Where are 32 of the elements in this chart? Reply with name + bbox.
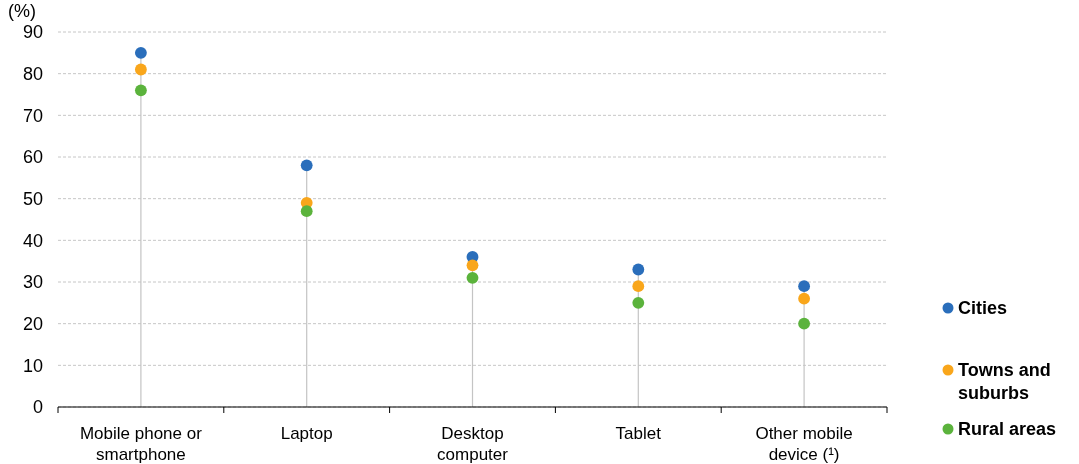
point (798, 280, 811, 293)
y-tick-label: 50 (22, 188, 43, 209)
point (134, 84, 147, 97)
y-tick-label: 20 (22, 313, 43, 334)
y-tick-label: 70 (22, 105, 43, 126)
y-tick-label: 0 (32, 397, 43, 418)
y-tick-label: 80 (22, 63, 43, 84)
point (466, 259, 479, 272)
point (632, 280, 645, 293)
point (798, 317, 811, 330)
legend-label: Towns and suburbs (958, 360, 1051, 403)
legend-label: Rural areas (958, 419, 1057, 439)
x-tick-label: Mobile phone or smartphone (79, 424, 203, 464)
point (466, 271, 479, 284)
point (300, 159, 313, 172)
y-tick-label: 60 (22, 147, 43, 168)
y-tick-label: 40 (22, 230, 43, 251)
legend-label: Cities (958, 298, 1008, 318)
x-tick-label: Desktop computer (437, 424, 509, 464)
point (632, 263, 645, 276)
point (798, 292, 811, 305)
y-tick-label: 30 (22, 272, 43, 293)
y-tick-label: 90 (22, 22, 43, 43)
point (300, 205, 313, 218)
x-tick-label: Laptop (280, 424, 333, 443)
x-tick-label: Tablet (615, 424, 662, 443)
y-tick-label: 10 (22, 355, 43, 376)
point (134, 46, 147, 59)
y-axis-title: (%) (8, 0, 36, 21)
point (134, 63, 147, 76)
point (632, 296, 645, 309)
x-tick-label: Other mobile device (¹) (755, 424, 853, 464)
